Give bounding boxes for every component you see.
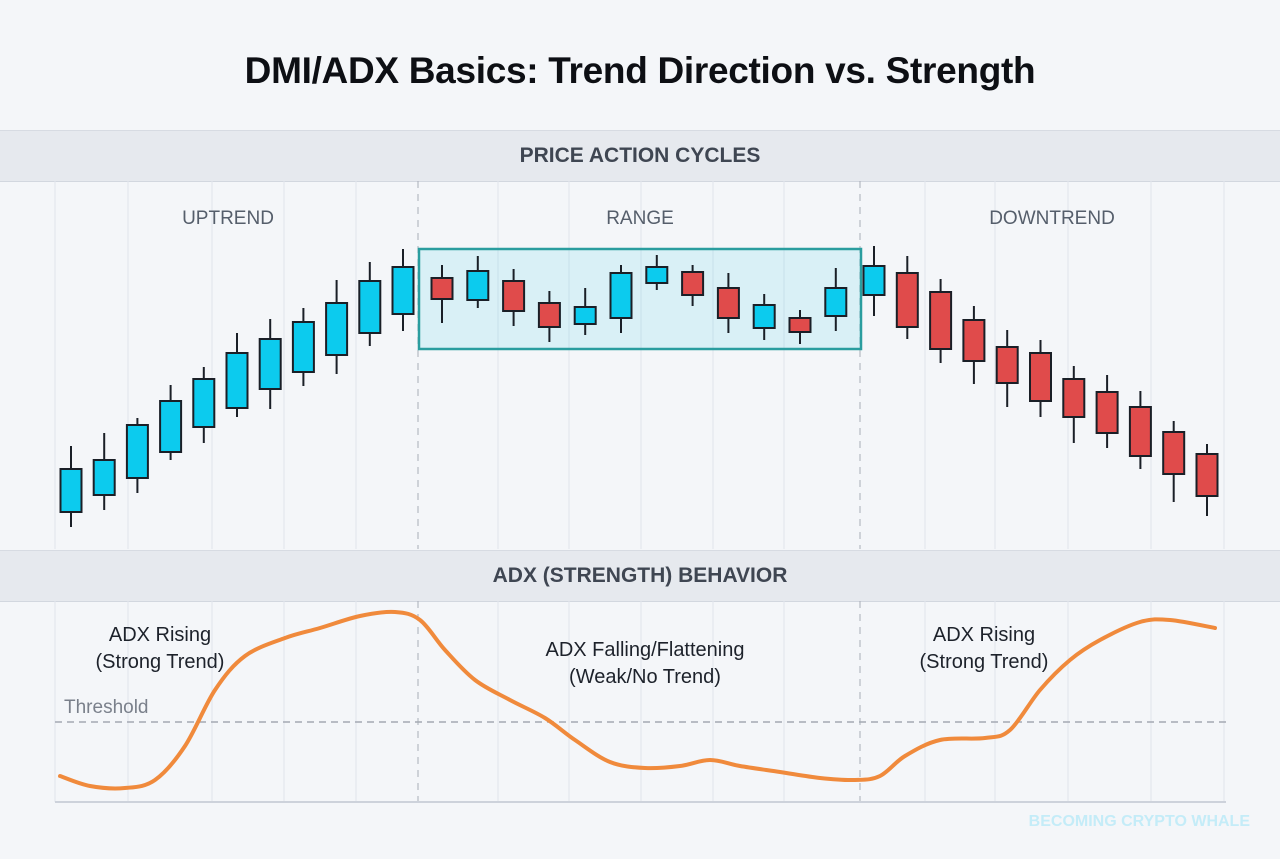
adx-annotation: (Strong Trend) bbox=[96, 651, 225, 673]
bull-candle-body bbox=[192, 378, 216, 428]
phase-label-range: RANGE bbox=[606, 208, 674, 229]
bull-candle-body bbox=[159, 400, 183, 453]
bull-candle-body bbox=[824, 287, 848, 317]
bear-candle-body bbox=[788, 317, 812, 333]
candle bbox=[752, 294, 776, 340]
candle bbox=[430, 265, 454, 323]
candle bbox=[358, 262, 382, 346]
candle bbox=[1162, 421, 1186, 502]
adx-annotation: (Strong Trend) bbox=[920, 651, 1049, 673]
candle bbox=[1062, 366, 1086, 443]
adx-annotation: ADX Rising bbox=[933, 624, 1035, 646]
candle bbox=[681, 265, 705, 306]
range-box bbox=[417, 247, 863, 351]
bear-candle-body bbox=[502, 280, 526, 312]
bull-candle-body bbox=[609, 272, 633, 319]
bull-candle-body bbox=[125, 424, 149, 479]
candle bbox=[609, 265, 633, 333]
candle bbox=[1029, 340, 1052, 417]
bull-candle-body bbox=[59, 468, 83, 513]
adx-line bbox=[58, 609, 1217, 791]
candle bbox=[92, 433, 116, 510]
candle bbox=[537, 291, 561, 342]
candle bbox=[716, 273, 740, 333]
bear-candle-body bbox=[1062, 378, 1086, 418]
bull-candle-body bbox=[291, 321, 315, 373]
bear-candle-body bbox=[537, 302, 561, 328]
threshold-label: Threshold bbox=[64, 697, 149, 718]
bull-candle-body bbox=[358, 280, 382, 334]
adx-section-header: ADX (STRENGTH) BEHAVIOR bbox=[0, 550, 1280, 602]
bear-candle-body bbox=[1195, 453, 1219, 497]
candle bbox=[1095, 375, 1119, 448]
bear-candle-body bbox=[1128, 406, 1152, 457]
bear-candle-body bbox=[430, 277, 454, 300]
bull-candle-body bbox=[752, 304, 776, 329]
bear-candle-body bbox=[962, 319, 986, 362]
bear-candle-body bbox=[1029, 352, 1052, 402]
candle bbox=[962, 306, 986, 384]
bear-candle-body bbox=[895, 272, 919, 328]
bull-candle-body bbox=[573, 306, 597, 325]
candle bbox=[1128, 391, 1152, 469]
page-title: DMI/ADX Basics: Trend Direction vs. Stre… bbox=[244, 50, 1036, 91]
bull-candle-body bbox=[225, 352, 249, 409]
bull-candle-body bbox=[258, 338, 282, 390]
candle bbox=[59, 446, 83, 527]
bear-candle-body bbox=[716, 287, 740, 319]
bull-candle-body bbox=[92, 459, 116, 496]
bear-candle-body bbox=[681, 271, 705, 296]
bear-candle-body bbox=[1162, 431, 1186, 475]
candle bbox=[824, 268, 848, 331]
candle bbox=[895, 256, 919, 339]
candle bbox=[862, 246, 886, 316]
bull-candle-body bbox=[862, 265, 886, 296]
bull-candle-body bbox=[325, 302, 349, 356]
bear-candle-body bbox=[929, 291, 953, 350]
candle bbox=[1195, 444, 1219, 516]
candle bbox=[159, 385, 183, 460]
bull-candle-body bbox=[645, 266, 669, 284]
candle bbox=[502, 269, 526, 326]
candle bbox=[325, 280, 349, 374]
candle bbox=[192, 367, 216, 443]
bear-candle-body bbox=[1095, 391, 1119, 434]
candle bbox=[995, 330, 1019, 407]
candle bbox=[125, 418, 149, 493]
candle bbox=[391, 249, 415, 331]
candle bbox=[258, 319, 282, 409]
candle bbox=[929, 279, 953, 363]
watermark: BECOMING CRYPTO WHALE bbox=[1028, 813, 1250, 830]
price-section-header: PRICE ACTION CYCLES bbox=[0, 130, 1280, 182]
phase-label-downtrend: DOWNTREND bbox=[989, 208, 1115, 229]
candle bbox=[573, 288, 597, 335]
bull-candle-body bbox=[391, 266, 415, 315]
candle bbox=[291, 308, 315, 386]
adx-annotation: (Weak/No Trend) bbox=[569, 666, 721, 688]
candle bbox=[645, 255, 669, 290]
bull-candle-body bbox=[466, 270, 490, 301]
phase-label-uptrend: UPTREND bbox=[182, 208, 274, 229]
adx-annotation: ADX Rising bbox=[109, 624, 211, 646]
adx-annotation: ADX Falling/Flattening bbox=[546, 639, 745, 661]
bear-candle-body bbox=[995, 346, 1019, 384]
candle bbox=[466, 256, 490, 308]
candle bbox=[788, 310, 812, 344]
candle bbox=[225, 333, 249, 417]
